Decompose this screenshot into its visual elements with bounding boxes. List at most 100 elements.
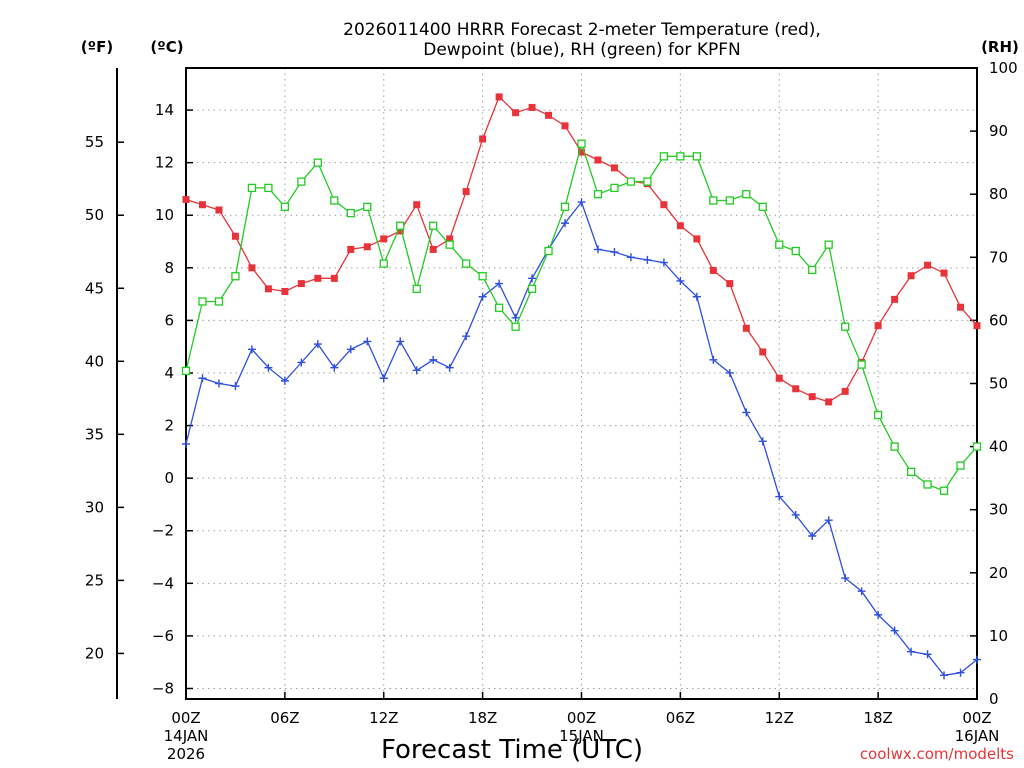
dewpoint-point <box>940 671 949 680</box>
temperature-point <box>957 303 965 311</box>
x-tick-label: 06Z <box>270 709 299 727</box>
rh-point <box>181 366 191 376</box>
celsius-tick-label: 12 <box>155 154 174 172</box>
tick-labels: 14121086420−2−4−6−8555045403530252010090… <box>85 59 1018 763</box>
dewpoint-point <box>495 279 504 288</box>
fahrenheit-tick-label: 55 <box>85 133 104 151</box>
x-tick-label: 00Z <box>171 709 200 727</box>
rh-point <box>643 177 652 186</box>
grid <box>186 68 977 699</box>
celsius-tick-label: −6 <box>152 627 174 645</box>
x-tick-label: 06Z <box>666 709 695 727</box>
x-tick-date-label: 15JAN <box>559 727 604 745</box>
rh-point <box>313 158 322 167</box>
temperature-point <box>561 122 569 130</box>
dewpoint-point <box>890 626 899 635</box>
fahrenheit-unit-label: (ºF) <box>81 38 113 56</box>
temperature-point <box>825 398 833 406</box>
rh-point <box>742 190 751 199</box>
dewpoint-point <box>857 587 866 596</box>
chart-title-line-1: 2026011400 HRRR Forecast 2-meter Tempera… <box>343 20 821 40</box>
dewpoint-point <box>280 376 289 385</box>
celsius-tick-label: 4 <box>164 364 174 382</box>
rh-point <box>873 410 883 420</box>
rh-point <box>972 442 982 451</box>
temperature-point <box>578 148 585 156</box>
temperature-point <box>446 235 454 243</box>
x-tick-label: 18Z <box>468 709 497 727</box>
fahrenheit-tick-label: 20 <box>85 644 104 662</box>
rh-point <box>429 221 438 230</box>
temperature-point <box>545 111 553 119</box>
dewpoint-point <box>874 610 883 619</box>
temperature-point <box>709 266 717 274</box>
dewpoint-point <box>709 355 718 364</box>
rh-point <box>939 486 949 495</box>
temperature-point <box>924 261 932 269</box>
rh-tick-label: 90 <box>989 122 1008 140</box>
rh-unit-label: (RH) <box>981 38 1019 56</box>
dewpoint-point <box>247 345 256 354</box>
rh-point <box>791 246 800 256</box>
temperature-point <box>874 322 882 330</box>
rh-point <box>659 152 669 161</box>
rh-point <box>214 297 224 306</box>
rh-point <box>593 190 603 199</box>
rh-point <box>363 202 372 211</box>
rh-point <box>610 183 619 193</box>
chart-title-line-2: Dewpoint (blue), RH (green) for KPFN <box>423 40 740 60</box>
celsius-tick-label: −2 <box>152 522 174 540</box>
rh-point <box>330 196 339 205</box>
dewpoint-point <box>692 292 701 301</box>
rh-tick-label: 0 <box>989 690 999 708</box>
rh-point <box>396 221 405 230</box>
rh-tick-label: 20 <box>989 564 1008 582</box>
rh-point <box>280 202 290 211</box>
rh-point <box>247 183 257 193</box>
rh-point <box>527 284 537 294</box>
rh-point <box>725 196 734 205</box>
celsius-tick-label: −4 <box>152 574 174 592</box>
rh-point <box>906 467 916 476</box>
fahrenheit-tick-label: 50 <box>85 206 104 224</box>
temperature-point <box>594 156 602 164</box>
dewpoint-point <box>791 510 800 519</box>
dewpoint-point <box>198 374 207 383</box>
temperature-point <box>182 195 190 203</box>
x-tick-year-label: 2026 <box>167 745 205 763</box>
temperature-point <box>380 235 388 243</box>
dewpoint-point <box>758 437 767 446</box>
x-tick-label: 18Z <box>863 709 892 727</box>
rh-point <box>445 240 454 249</box>
rh-point <box>494 303 504 312</box>
temperature-point <box>759 348 767 356</box>
dewpoint-point <box>429 355 438 364</box>
dewpoint-point <box>379 374 388 383</box>
dewpoint-point <box>396 337 405 346</box>
rh-point <box>923 480 932 489</box>
rh-point <box>412 284 421 294</box>
dewpoint-point <box>610 248 619 257</box>
celsius-unit-label: (ºC) <box>150 38 183 56</box>
temperature-point <box>363 243 371 251</box>
dewpoint-point <box>182 439 190 448</box>
axes <box>116 67 978 700</box>
dewpoint-point <box>808 531 817 540</box>
dewpoint-point <box>907 647 916 656</box>
temperature-point <box>479 135 487 143</box>
dewpoint-point <box>561 219 570 228</box>
temperature-point <box>742 324 750 332</box>
dewpoint-point <box>330 363 339 372</box>
dewpoint-point <box>346 345 355 354</box>
x-tick-date-label: 16JAN <box>955 727 1000 745</box>
celsius-tick-label: −8 <box>152 679 174 697</box>
dewpoint-point <box>659 258 668 267</box>
dewpoint-point <box>313 340 322 349</box>
rh-point <box>560 202 570 211</box>
temperature-point <box>248 264 256 272</box>
credit-text: coolwx.com/modelts <box>860 745 1014 763</box>
dewpoint-point <box>214 379 223 388</box>
rh-tick-label: 30 <box>989 501 1008 519</box>
temperature-point <box>792 385 800 393</box>
dewpoint-point <box>841 574 850 583</box>
